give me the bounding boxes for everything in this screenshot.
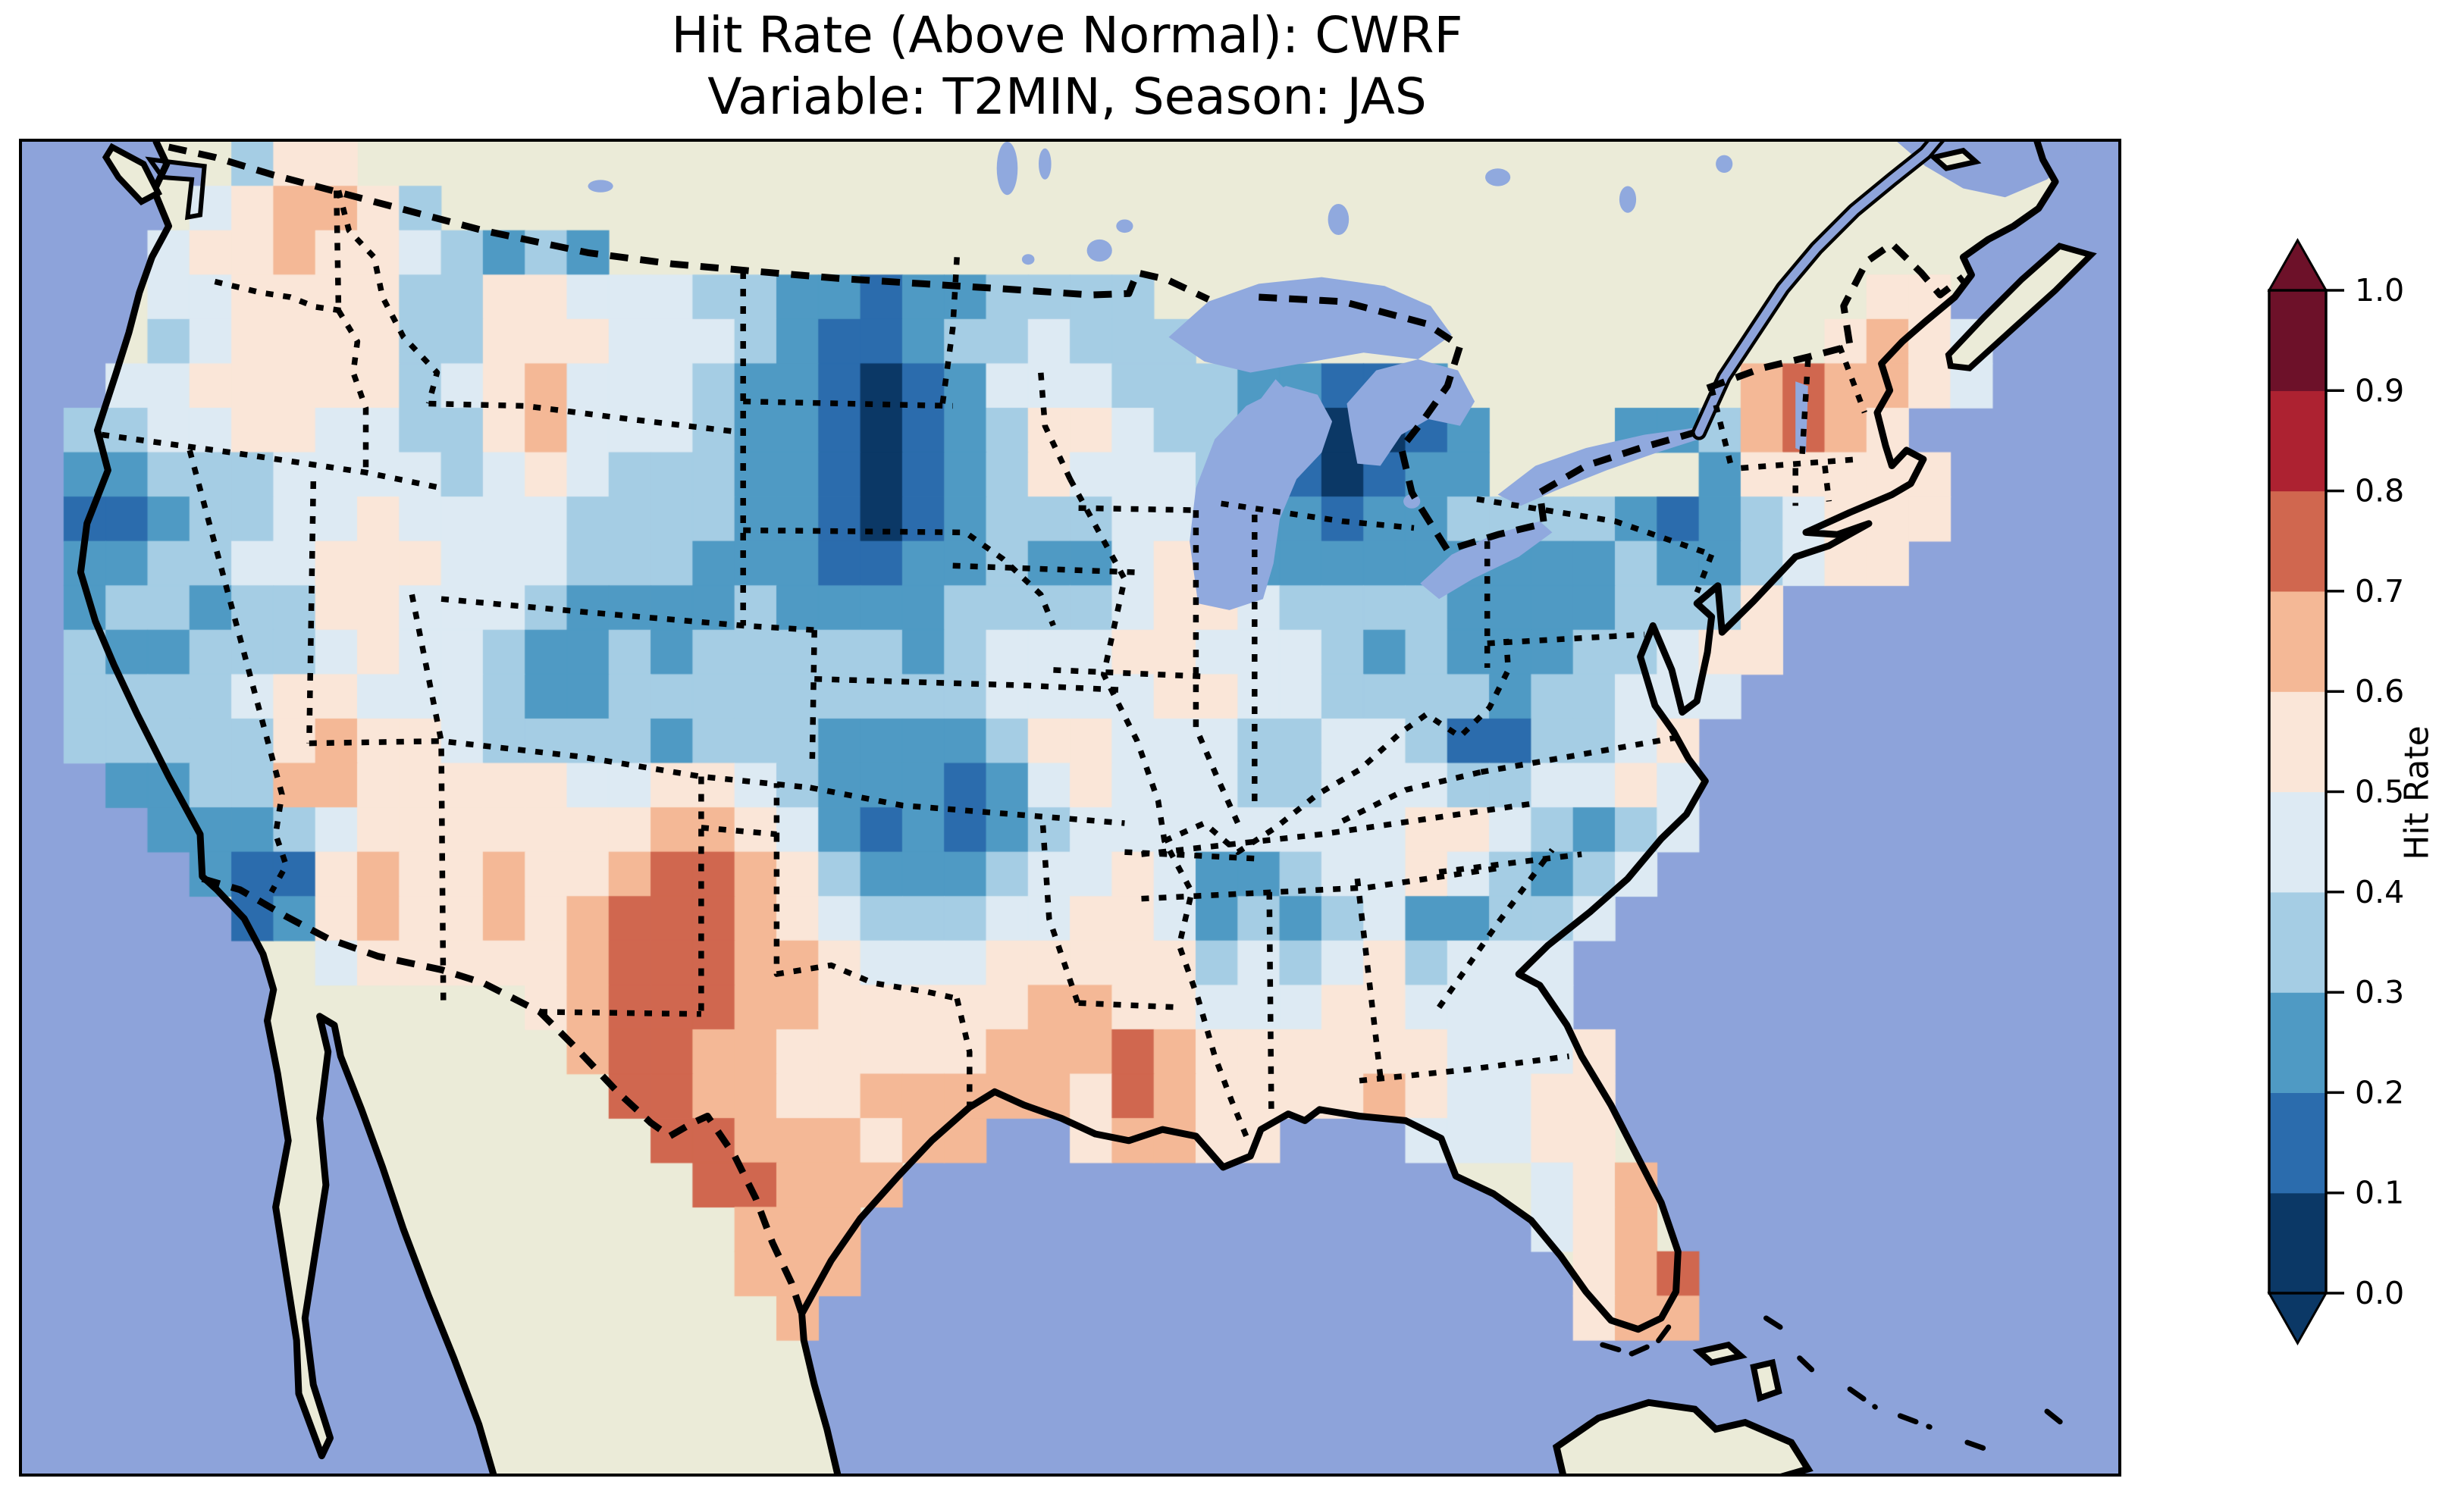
colorbar-tick-label: 0.0	[2355, 1275, 2404, 1311]
colorbar-tick-label: 1.0	[2355, 272, 2404, 309]
colorbar-tick-label: 0.2	[2355, 1074, 2404, 1110]
map-overlay-coastlines-borders	[77, 142, 2097, 1474]
colorbar-tick-label: 0.5	[2355, 774, 2404, 810]
colorbar-tick-label: 0.4	[2355, 874, 2404, 910]
colorbar-tick-label: 0.1	[2355, 1175, 2404, 1211]
colorbar-tick-label: 0.6	[2355, 673, 2404, 709]
chart-title: Hit Rate (Above Normal): CWRF Variable: …	[19, 5, 2115, 127]
colorbar-tick-label: 0.7	[2355, 573, 2404, 609]
map-axes	[19, 139, 2121, 1477]
colorbar: 1.0 0.9 0.8 0.7 0.6 0.5 0.4 0.3 0.2 0.1 0.0	[2267, 237, 2404, 1346]
colorbar-tick-label: 0.8	[2355, 473, 2404, 509]
chart-title-line2: Variable: T2MIN, Season: JAS	[707, 67, 1427, 126]
colorbar-axis-label: Hit Rate	[2397, 725, 2437, 860]
colorbar-tick-label: 0.9	[2355, 372, 2404, 409]
colorbar-tick-label: 0.3	[2355, 974, 2404, 1010]
chart-title-line1: Hit Rate (Above Normal): CWRF	[671, 6, 1463, 64]
